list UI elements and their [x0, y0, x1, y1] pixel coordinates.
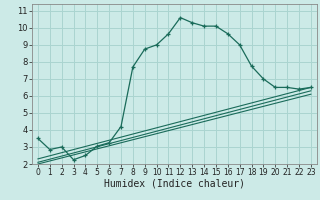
X-axis label: Humidex (Indice chaleur): Humidex (Indice chaleur) [104, 179, 245, 189]
